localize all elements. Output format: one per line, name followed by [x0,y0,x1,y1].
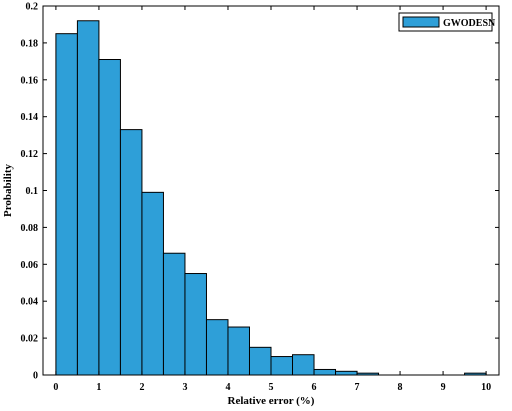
legend: GWODESN [398,12,496,32]
y-tick-label: 0.02 [21,334,39,345]
x-axis-title: Relative error (%) [228,395,315,407]
histogram-bar [162,252,186,376]
histogram-bar [141,191,164,376]
histogram-bar [248,346,272,376]
y-tick-label: 0.18 [21,38,39,49]
histogram-bar [335,370,358,376]
y-tick-label: 0 [33,371,38,382]
histogram-bar [98,59,121,376]
y-tick-label: 0.04 [21,297,39,308]
legend-swatch [402,16,440,28]
histogram-bar [76,20,100,376]
y-tick-label: 0.16 [21,75,39,86]
x-tick-label: 7 [355,382,360,393]
y-axis-ticks: 0 0.02 0.04 0.06 0.08 0.1 0.12 0.14 0.16 0.18 0.2 [21,2,499,382]
x-tick-label: 1 [96,382,101,393]
y-tick-label: 0.14 [21,112,39,123]
y-tick-label: 0.1 [26,186,39,197]
histogram-bar [55,33,78,376]
x-tick-label: 0 [53,382,58,393]
histogram-bar [205,319,229,376]
histogram-bar [270,356,294,376]
x-tick-label: 10 [481,382,491,393]
x-tick-label: 6 [312,382,317,393]
x-axis-ticks: 0 1 2 3 4 5 6 7 8 9 10 [53,6,491,393]
histogram-bar [227,326,250,376]
x-tick-label: 2 [139,382,144,393]
x-tick-label: 4 [225,382,230,393]
y-tick-label: 0.06 [21,260,39,271]
histogram-bar [292,354,315,376]
histogram-bar [313,368,337,376]
y-axis-title: Probability [2,164,14,217]
histogram-bars [55,20,487,376]
y-tick-label: 0.08 [21,223,39,234]
y-tick-label: 0.2 [26,2,39,13]
x-tick-label: 3 [182,382,187,393]
histogram-bar [184,273,207,376]
x-tick-label: 8 [398,382,403,393]
x-tick-label: 9 [441,382,446,393]
legend-label: GWODESN [443,18,496,29]
histogram-bar [119,129,143,376]
x-tick-label: 5 [269,382,274,393]
y-tick-label: 0.12 [21,149,39,160]
